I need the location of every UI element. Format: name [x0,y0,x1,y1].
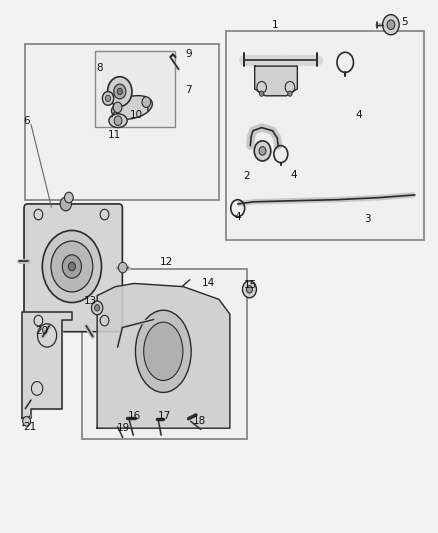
Circle shape [23,417,31,426]
Text: 4: 4 [290,171,297,180]
Circle shape [114,116,122,125]
Text: 3: 3 [364,214,370,224]
Text: 14: 14 [201,278,215,288]
Bar [82,269,247,439]
Text: 8: 8 [96,63,102,72]
Text: 17: 17 [158,411,171,421]
Circle shape [117,88,122,95]
Text: 1: 1 [272,20,279,30]
Circle shape [254,141,271,161]
Text: 5: 5 [402,17,408,27]
Circle shape [383,14,399,35]
Ellipse shape [112,95,152,119]
Circle shape [102,92,114,106]
Circle shape [118,262,127,273]
Circle shape [51,241,93,292]
Ellipse shape [135,310,191,392]
Text: 20: 20 [35,326,48,336]
Text: 16: 16 [127,411,141,421]
Bar [226,30,424,240]
Bar [25,44,219,200]
Circle shape [62,255,81,278]
Text: 4: 4 [234,212,241,222]
Text: 9: 9 [185,50,192,59]
Text: 21: 21 [23,422,36,432]
Circle shape [387,20,395,29]
Text: 11: 11 [108,130,121,140]
Text: 12: 12 [160,257,173,267]
Bar [95,51,176,127]
Circle shape [60,197,71,211]
Text: 6: 6 [23,116,30,126]
Bar [278,55,289,64]
Polygon shape [254,66,297,96]
Text: 2: 2 [243,172,250,181]
Circle shape [247,286,253,293]
Circle shape [68,262,75,271]
Circle shape [108,77,132,107]
Text: 10: 10 [130,110,143,120]
Circle shape [106,95,111,102]
Text: 4: 4 [355,110,362,120]
Text: 18: 18 [193,416,206,426]
Polygon shape [22,312,72,418]
FancyBboxPatch shape [24,204,122,332]
Text: 15: 15 [244,280,257,290]
Circle shape [113,102,122,113]
Circle shape [42,230,102,303]
Circle shape [259,147,266,155]
Circle shape [142,97,151,108]
Text: 13: 13 [84,296,97,306]
Circle shape [92,301,103,315]
Ellipse shape [109,114,127,127]
Polygon shape [97,284,230,428]
Text: 7: 7 [185,85,192,95]
Circle shape [243,281,256,298]
Circle shape [95,305,100,311]
Ellipse shape [144,322,183,381]
Circle shape [64,192,73,203]
Circle shape [288,91,292,96]
Circle shape [259,91,264,96]
Circle shape [114,84,126,99]
Text: 19: 19 [117,423,130,433]
